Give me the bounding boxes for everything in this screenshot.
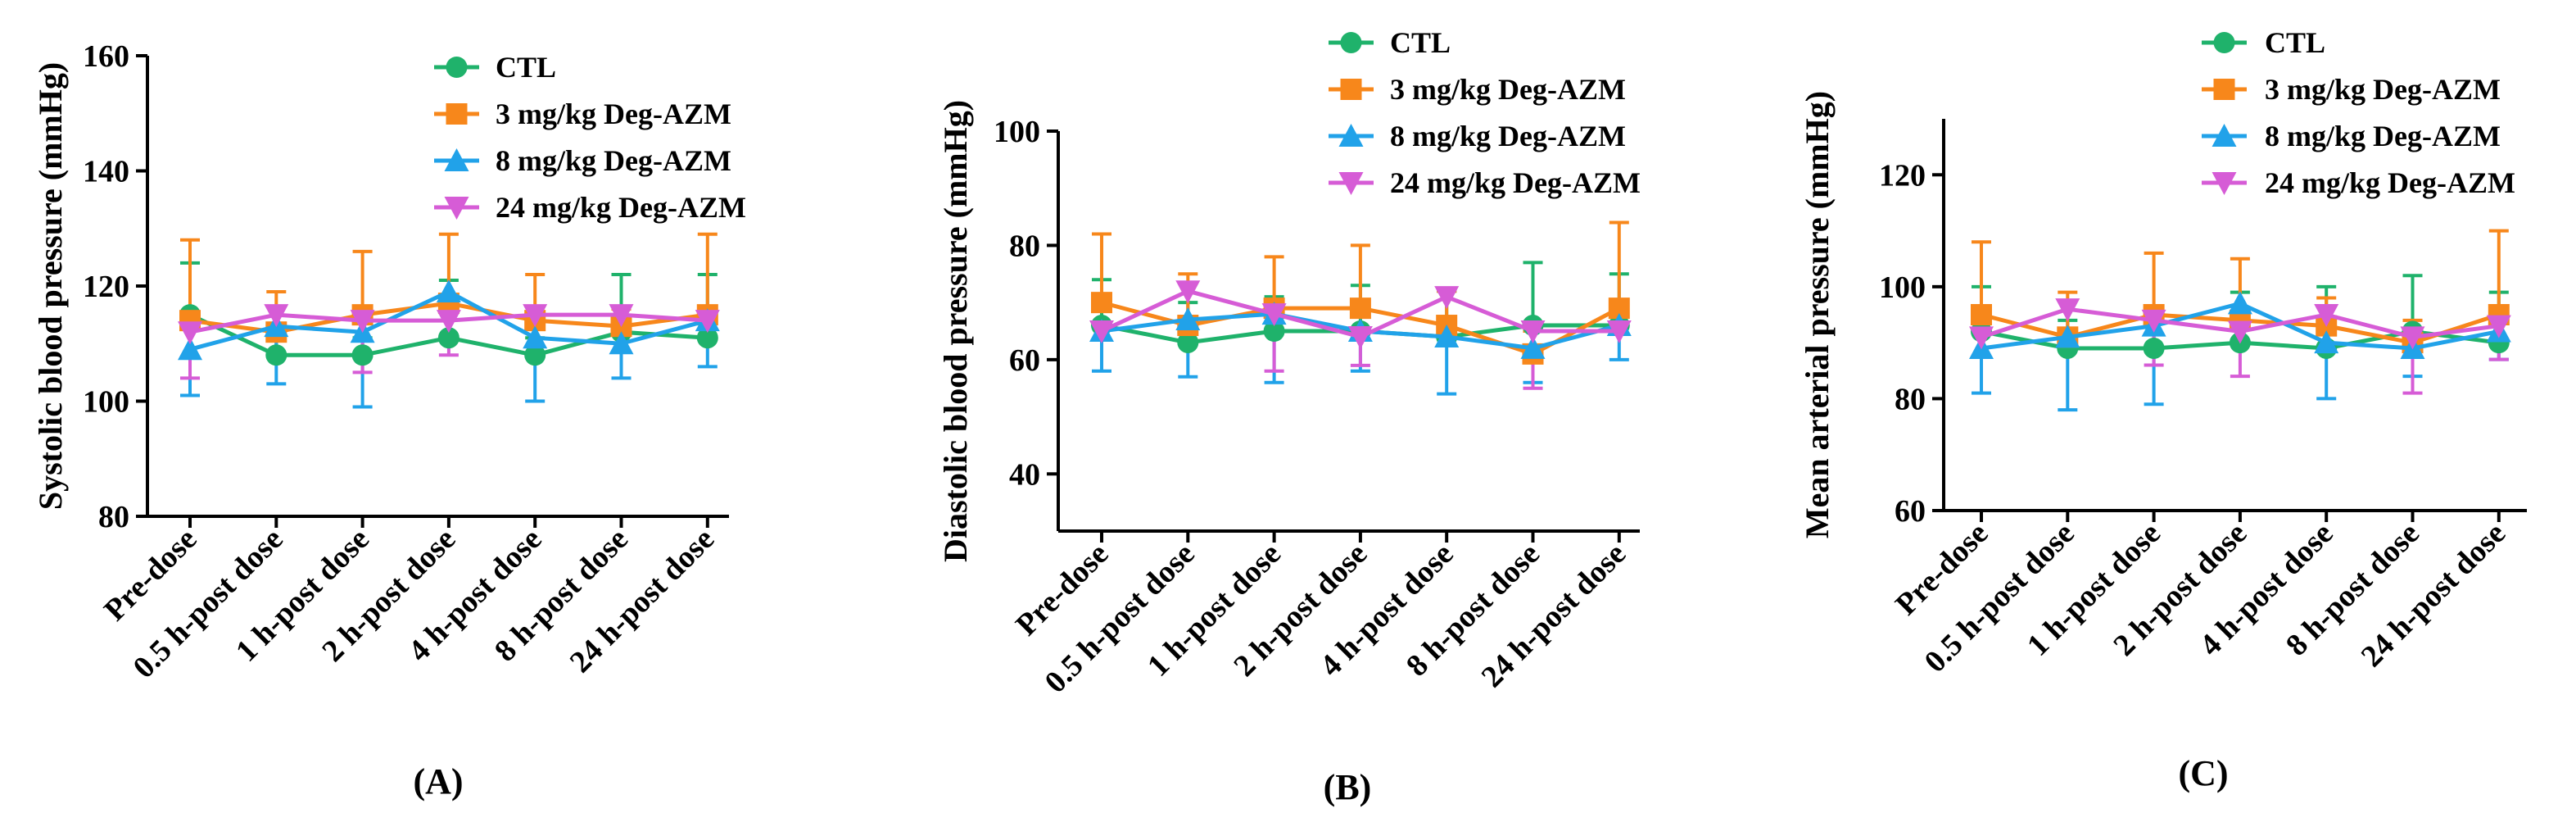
y-axis-title: Diastolic blood pressure (mmHg) bbox=[937, 100, 974, 562]
legend-marker bbox=[2213, 79, 2235, 100]
data-point bbox=[2486, 315, 2511, 338]
legend-label: CTL bbox=[1390, 26, 1451, 59]
x-category-label: 0.5 h-post dose bbox=[1039, 537, 1202, 700]
y-tick-label: 60 bbox=[1895, 494, 1926, 529]
data-point bbox=[351, 344, 373, 366]
data-point bbox=[695, 310, 720, 334]
data-point bbox=[1261, 303, 1287, 327]
y-tick-label: 80 bbox=[1009, 229, 1040, 263]
legend-label: 8 mg/kg Deg-AZM bbox=[2265, 120, 2501, 152]
y-tick-label: 40 bbox=[1009, 457, 1040, 492]
y-tick-label: 60 bbox=[1009, 343, 1040, 378]
y-tick-label: 120 bbox=[83, 270, 129, 304]
data-point bbox=[1520, 320, 1546, 343]
y-axis-title: Mean arterial pressure (mmHg) bbox=[1799, 91, 1836, 538]
panel-label: (C) bbox=[2178, 753, 2228, 793]
legend: CTL 3 mg/kg Deg-AZM 8 mg/kg Deg-AZM 24 mg/k… bbox=[434, 51, 746, 224]
y-tick-label: 80 bbox=[98, 500, 129, 534]
legend-marker bbox=[2212, 124, 2237, 147]
y-tick-label: 120 bbox=[1879, 158, 1926, 193]
legend-marker bbox=[2212, 172, 2237, 195]
data-point bbox=[1263, 320, 1285, 342]
data-point bbox=[696, 327, 718, 349]
data-point bbox=[1089, 320, 1114, 343]
panel-label: (A) bbox=[413, 761, 463, 802]
data-point bbox=[178, 321, 202, 345]
data-point bbox=[1520, 335, 1546, 359]
data-point bbox=[1434, 286, 1460, 310]
data-point bbox=[1349, 297, 1371, 320]
legend-label: 3 mg/kg Deg-AZM bbox=[2265, 73, 2501, 106]
y-axis-title: Systolic blood pressure (mmHg) bbox=[32, 62, 69, 510]
y-tick-label: 80 bbox=[1895, 382, 1926, 416]
series-3 bbox=[178, 304, 720, 345]
legend-marker bbox=[444, 148, 469, 171]
panel-label: (B) bbox=[1324, 767, 1372, 807]
data-point bbox=[523, 325, 548, 349]
legend-marker bbox=[1340, 79, 1362, 100]
data-point bbox=[264, 304, 289, 328]
data-point bbox=[609, 304, 634, 328]
legend-marker bbox=[1338, 172, 1364, 195]
data-point bbox=[1175, 280, 1201, 304]
data-point bbox=[2055, 325, 2080, 348]
data-point bbox=[524, 344, 546, 366]
data-point bbox=[436, 310, 461, 334]
data-point bbox=[1971, 304, 1992, 325]
error-bars-3 bbox=[1264, 314, 1543, 390]
legend-label: 3 mg/kg Deg-AZM bbox=[1390, 73, 1626, 106]
data-point bbox=[265, 344, 287, 366]
data-point bbox=[350, 310, 375, 334]
data-point bbox=[2400, 326, 2425, 350]
data-point bbox=[523, 304, 548, 328]
legend-marker bbox=[444, 197, 469, 220]
y-tick-label: 140 bbox=[83, 155, 129, 189]
data-point bbox=[1347, 325, 1373, 349]
legend-label: CTL bbox=[496, 51, 556, 84]
legend-marker bbox=[446, 57, 468, 78]
data-point bbox=[2314, 304, 2339, 327]
data-point bbox=[1175, 307, 1201, 331]
data-point bbox=[2227, 291, 2252, 315]
legend-label: 3 mg/kg Deg-AZM bbox=[496, 98, 731, 130]
legend-marker bbox=[2213, 32, 2235, 53]
y-tick-label: 160 bbox=[83, 39, 129, 74]
data-point bbox=[2055, 298, 2080, 322]
legend: CTL 3 mg/kg Deg-AZM 8 mg/kg Deg-AZM 24 mg/k… bbox=[1329, 26, 1641, 199]
series-3 bbox=[1969, 298, 2511, 350]
series-3 bbox=[1089, 280, 1632, 349]
data-point bbox=[2227, 320, 2252, 344]
data-point bbox=[609, 331, 634, 355]
legend-marker bbox=[446, 103, 468, 125]
data-point bbox=[1606, 320, 1632, 343]
legend-label: CTL bbox=[2265, 26, 2325, 59]
legend-label: 24 mg/kg Deg-AZM bbox=[496, 191, 746, 224]
data-point bbox=[1434, 324, 1460, 347]
data-point bbox=[437, 327, 460, 349]
x-category-label: 0.5 h-post dose bbox=[1918, 516, 2081, 679]
data-point bbox=[2143, 337, 2165, 359]
data-point bbox=[2141, 309, 2166, 333]
y-tick-label: 100 bbox=[994, 115, 1040, 149]
legend-marker bbox=[1340, 32, 1362, 53]
data-point bbox=[1177, 331, 1199, 353]
legend-label: 8 mg/kg Deg-AZM bbox=[1390, 120, 1626, 152]
legend: CTL 3 mg/kg Deg-AZM 8 mg/kg Deg-AZM 24 mg/k… bbox=[2202, 26, 2515, 199]
y-tick-label: 100 bbox=[83, 385, 129, 420]
legend-label: 24 mg/kg Deg-AZM bbox=[2265, 166, 2515, 199]
data-point bbox=[178, 337, 202, 361]
legend-marker bbox=[1338, 124, 1364, 147]
legend-label: 24 mg/kg Deg-AZM bbox=[1390, 166, 1641, 199]
data-point bbox=[2314, 330, 2339, 354]
data-point bbox=[1091, 292, 1112, 314]
legend-label: 8 mg/kg Deg-AZM bbox=[496, 144, 731, 177]
data-point bbox=[1969, 326, 1994, 350]
data-point bbox=[436, 279, 461, 303]
x-category-label: 0.5 h-post dose bbox=[127, 522, 290, 685]
y-tick-label: 100 bbox=[1879, 270, 1926, 305]
